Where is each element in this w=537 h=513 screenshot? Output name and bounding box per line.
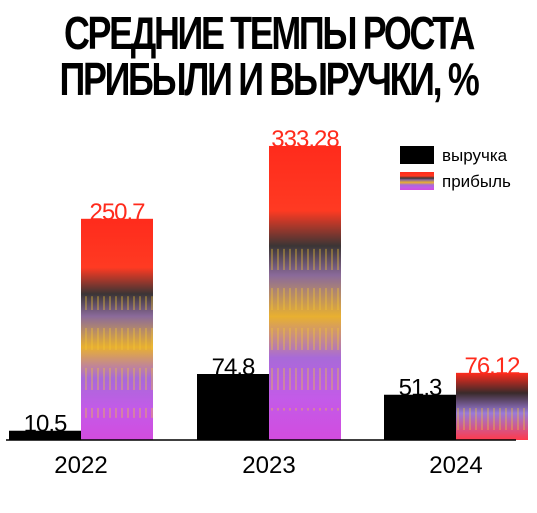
value-label-profit-2022: 250.7	[89, 199, 145, 226]
bar-texture-2022	[81, 296, 153, 418]
x-tick-2022: 2022	[54, 452, 107, 479]
x-ticks-group: 2022 2023 2024	[54, 452, 482, 479]
legend-swatch-revenue	[400, 146, 434, 164]
value-labels-group: 10.5 250.7 74.8 333.28 51.3 76.12	[24, 126, 522, 438]
legend-label-revenue: выручка	[442, 146, 508, 165]
value-label-revenue-2023: 74.8	[212, 354, 255, 381]
value-label-profit-2024: 76.12	[464, 353, 520, 380]
bar-texture-2024	[456, 396, 528, 434]
chart-title: СРЕДНИЕ ТЕМПЫ РОСТА ПРИБЫЛИ И ВЫРУЧКИ, %	[59, 7, 480, 105]
legend-swatch-profit	[400, 172, 434, 190]
title-line-2: ПРИБЫЛИ И ВЫРУЧКИ, %	[59, 53, 480, 105]
x-tick-2023: 2023	[242, 452, 295, 479]
value-label-revenue-2022: 10.5	[24, 411, 67, 438]
bars-group	[9, 145, 528, 440]
value-label-revenue-2024: 51.3	[399, 375, 442, 402]
bar-texture-2023	[269, 248, 341, 411]
legend-label-profit: прибыль	[442, 172, 511, 191]
title-line-1: СРЕДНИЕ ТЕМПЫ РОСТА	[63, 7, 475, 59]
bar-revenue-2022	[9, 430, 81, 440]
value-label-profit-2023: 333.28	[271, 126, 339, 153]
bar-revenue-2024	[384, 394, 456, 440]
x-tick-2024: 2024	[429, 452, 482, 479]
legend: выручка прибыль	[400, 146, 511, 191]
bar-revenue-2023	[197, 374, 269, 440]
